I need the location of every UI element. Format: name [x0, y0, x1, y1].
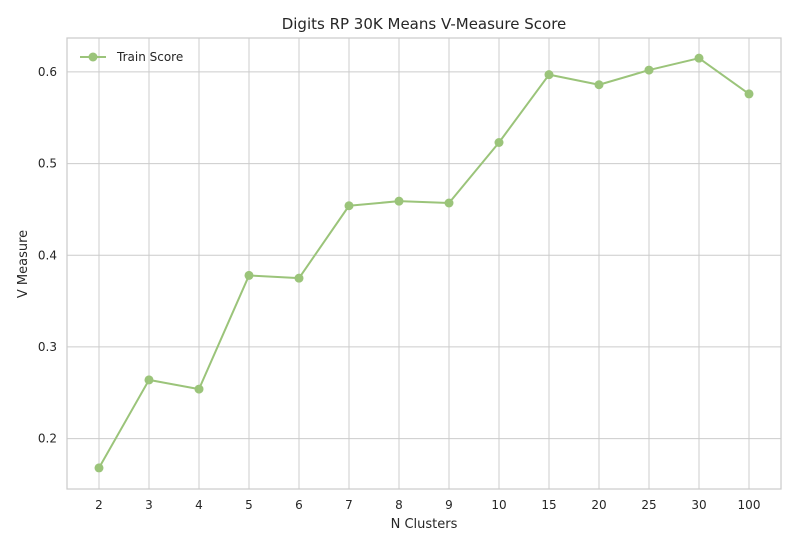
x-tick-label: 2: [95, 498, 103, 512]
x-tick-label: 8: [395, 498, 403, 512]
x-tick-label: 7: [345, 498, 353, 512]
y-tick-label: 0.2: [38, 432, 57, 446]
y-tick-label: 0.4: [38, 248, 57, 262]
data-point: [694, 53, 704, 63]
y-tick-label: 0.3: [38, 340, 57, 354]
legend-swatch-marker: [88, 52, 98, 62]
x-tick-label: 15: [541, 498, 556, 512]
x-tick-label: 25: [641, 498, 656, 512]
plot-frame: [66, 37, 782, 490]
x-tick-label: 6: [295, 498, 303, 512]
x-tick-label: 30: [691, 498, 706, 512]
data-point: [94, 463, 104, 473]
data-point: [394, 196, 404, 206]
data-point: [444, 198, 454, 208]
x-tick-label: 3: [145, 498, 153, 512]
grid-lines: [67, 38, 781, 489]
data-point: [344, 201, 354, 211]
data-point: [144, 375, 154, 385]
x-tick-label: 100: [738, 498, 761, 512]
data-point: [644, 65, 654, 75]
data-point: [194, 384, 204, 394]
data-point: [594, 80, 604, 90]
y-tick-label: 0.6: [38, 65, 57, 79]
x-tick-label: 9: [445, 498, 453, 512]
tick-labels: 2 3 4 5 6 7 8 9 10 15 20 25 30 100 0.2 0.3 0.4 0.5 0.6: [38, 65, 761, 512]
series-layer: [94, 53, 754, 473]
legend: Train Score: [80, 50, 183, 64]
x-tick-label: 10: [491, 498, 506, 512]
x-tick-label: 20: [591, 498, 606, 512]
x-axis-label: N Clusters: [391, 517, 458, 532]
data-point: [494, 138, 504, 147]
series-line-train-score: [98, 57, 750, 469]
data-point: [294, 273, 304, 283]
data-point: [544, 70, 554, 80]
data-point: [744, 89, 754, 99]
x-tick-label: 4: [195, 498, 203, 512]
y-axis-label: V Measure: [16, 230, 31, 298]
legend-label-train-score: Train Score: [116, 50, 183, 64]
y-tick-label: 0.5: [38, 157, 57, 171]
data-point: [244, 270, 254, 280]
chart-title: Digits RP 30K Means V-Measure Score: [282, 15, 567, 33]
x-tick-label: 5: [245, 498, 253, 512]
